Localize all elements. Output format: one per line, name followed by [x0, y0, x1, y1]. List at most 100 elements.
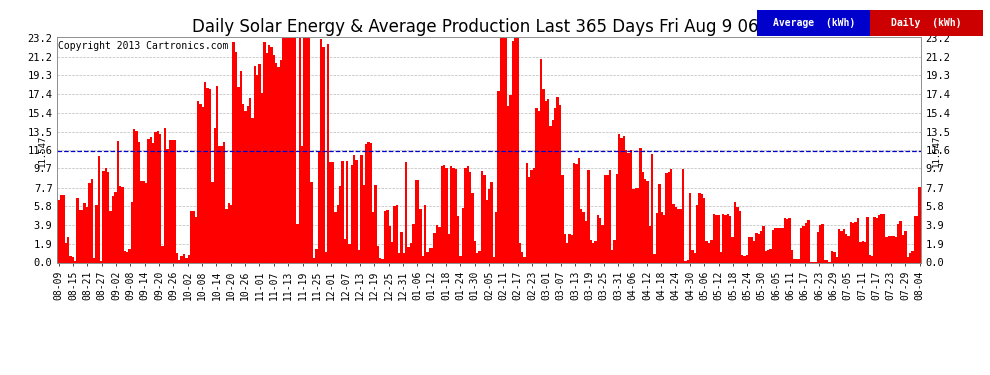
Bar	[441, 166, 443, 262]
Bar	[582, 211, 585, 262]
Bar	[412, 224, 415, 262]
Bar	[902, 235, 904, 262]
Bar	[536, 108, 538, 262]
Bar	[296, 224, 299, 262]
Bar	[221, 146, 223, 262]
Bar	[357, 250, 360, 262]
Bar	[793, 259, 795, 262]
Bar	[405, 162, 408, 262]
Bar	[138, 142, 141, 262]
Bar	[209, 89, 211, 262]
Bar	[533, 168, 536, 262]
Bar	[767, 249, 769, 262]
Bar	[59, 195, 62, 262]
Bar	[819, 225, 822, 262]
Bar	[452, 168, 454, 262]
Bar	[781, 228, 783, 262]
Bar	[403, 253, 405, 262]
Bar	[207, 88, 209, 262]
Bar	[64, 243, 67, 262]
Bar	[353, 155, 355, 262]
Bar	[679, 209, 682, 262]
Bar	[320, 39, 323, 262]
Bar	[651, 154, 653, 262]
Bar	[628, 153, 630, 262]
Bar	[183, 254, 185, 262]
Bar	[148, 139, 149, 262]
Bar	[454, 169, 457, 262]
Bar	[180, 256, 183, 262]
Bar	[450, 166, 452, 262]
Bar	[554, 108, 556, 262]
Bar	[691, 249, 694, 262]
Bar	[890, 236, 892, 262]
Bar	[769, 249, 771, 262]
Bar	[703, 198, 706, 262]
Bar	[420, 209, 422, 262]
Bar	[883, 214, 885, 262]
Bar	[294, 38, 296, 262]
Bar	[864, 242, 866, 262]
Bar	[916, 216, 919, 262]
Bar	[573, 163, 575, 262]
Bar	[218, 146, 221, 262]
Bar	[335, 212, 337, 262]
Bar	[98, 156, 100, 262]
Bar	[268, 45, 270, 262]
Bar	[374, 186, 377, 262]
Bar	[327, 45, 330, 262]
Bar	[653, 254, 655, 262]
Bar	[313, 258, 315, 262]
Bar	[870, 10, 983, 36]
Bar	[154, 132, 156, 262]
Bar	[398, 253, 400, 262]
Bar	[122, 187, 124, 262]
Bar	[379, 258, 381, 262]
Bar	[235, 52, 238, 262]
Bar	[228, 203, 230, 262]
Bar	[543, 88, 545, 262]
Bar	[88, 183, 90, 262]
Bar	[299, 38, 301, 262]
Bar	[670, 169, 672, 262]
Bar	[400, 232, 403, 262]
Bar	[774, 228, 776, 262]
Bar	[443, 165, 446, 262]
Bar	[164, 128, 166, 262]
Bar	[762, 225, 764, 262]
Bar	[914, 216, 916, 262]
Bar	[464, 168, 466, 262]
Bar	[852, 223, 854, 262]
Bar	[752, 241, 755, 262]
Bar	[114, 192, 117, 262]
Bar	[272, 56, 275, 262]
Bar	[57, 200, 59, 262]
Bar	[476, 253, 478, 262]
Bar	[372, 212, 374, 262]
Bar	[388, 226, 391, 262]
Bar	[866, 217, 868, 262]
Bar	[587, 170, 590, 262]
Bar	[79, 210, 81, 262]
Bar	[471, 193, 473, 262]
Bar	[544, 101, 547, 262]
Bar	[856, 218, 859, 262]
Bar	[556, 97, 558, 262]
Bar	[854, 222, 856, 262]
Bar	[485, 201, 488, 262]
Bar	[292, 38, 294, 262]
Bar	[919, 187, 921, 262]
Bar	[178, 260, 180, 262]
Bar	[110, 211, 112, 262]
Bar	[757, 10, 870, 36]
Bar	[258, 64, 260, 262]
Bar	[783, 218, 786, 262]
Bar	[909, 253, 911, 262]
Bar	[509, 94, 512, 262]
Bar	[871, 256, 873, 262]
Bar	[764, 251, 767, 262]
Bar	[760, 231, 762, 262]
Bar	[732, 237, 734, 262]
Bar	[149, 137, 152, 262]
Bar	[779, 228, 781, 262]
